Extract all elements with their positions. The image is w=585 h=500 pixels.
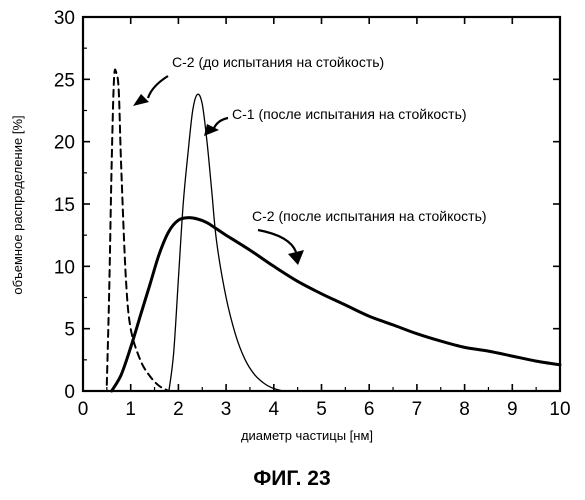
annotation-arrow-c1-after	[214, 118, 228, 128]
y-axis-label: объемное распределение [%]	[10, 115, 25, 294]
x-tick-label: 2	[173, 399, 184, 420]
annotation-arrow-c1-after-head	[204, 124, 219, 136]
series-c2-after-thick	[112, 218, 560, 391]
annotation-arrow-c2-after	[258, 230, 296, 252]
plot-area	[83, 17, 560, 391]
y-tick-label: 10	[54, 257, 75, 278]
annotation-arrow-c2-before	[148, 76, 168, 98]
y-tick-label: 5	[64, 320, 75, 341]
y-tick-label: 15	[54, 195, 75, 216]
plot-frame	[83, 17, 560, 391]
figure-label: ФИГ. 23	[253, 467, 330, 490]
annotation-c1-after: C-1 (после испытания на стойкость)	[232, 106, 467, 122]
x-tick-label: 3	[221, 399, 232, 420]
x-tick-label: 6	[364, 399, 375, 420]
annotation-c2-after: C-2 (после испытания на стойкость)	[252, 208, 487, 224]
y-tick-label: 30	[54, 8, 75, 29]
x-tick-label: 1	[125, 399, 136, 420]
annotation-arrow-c2-before-head	[133, 94, 149, 106]
x-tick-label: 5	[316, 399, 327, 420]
x-tick-label: 10	[549, 399, 570, 420]
x-tick-label: 9	[507, 399, 518, 420]
series-c1-after-thin	[169, 94, 283, 391]
x-tick-label: 0	[78, 399, 89, 420]
x-tick-label: 7	[412, 399, 423, 420]
x-axis-label: диаметр частицы [нм]	[241, 428, 373, 443]
series-c2-before-dashed	[107, 70, 169, 391]
annotation-c2-before: C-2 (до испытания на стойкость)	[172, 54, 384, 70]
x-tick-label: 8	[459, 399, 470, 420]
annotation-arrow-c2-after-head	[288, 250, 304, 265]
y-tick-label: 25	[54, 70, 75, 91]
annotations-layer: C-2 (до испытания на стойкость) C-1 (пос…	[133, 54, 487, 265]
y-tick-label: 0	[64, 382, 75, 403]
x-tick-label: 4	[269, 399, 280, 420]
y-tick-label: 20	[54, 133, 75, 154]
